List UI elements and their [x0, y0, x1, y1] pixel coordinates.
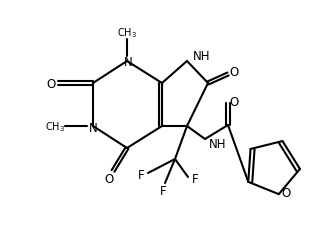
Text: O: O [229, 66, 238, 79]
Text: F: F [138, 169, 144, 182]
Text: N: N [89, 121, 97, 134]
Text: O: O [281, 186, 290, 199]
Text: N: N [124, 55, 132, 68]
Text: NH: NH [193, 50, 211, 63]
Text: F: F [160, 185, 166, 198]
Text: O: O [229, 95, 238, 108]
Text: O: O [104, 173, 114, 186]
Text: $\mathregular{CH_3}$: $\mathregular{CH_3}$ [45, 120, 65, 133]
Text: NH: NH [209, 138, 226, 151]
Text: F: F [192, 173, 198, 186]
Text: O: O [46, 77, 56, 90]
Text: $\mathregular{CH_3}$: $\mathregular{CH_3}$ [117, 26, 137, 40]
